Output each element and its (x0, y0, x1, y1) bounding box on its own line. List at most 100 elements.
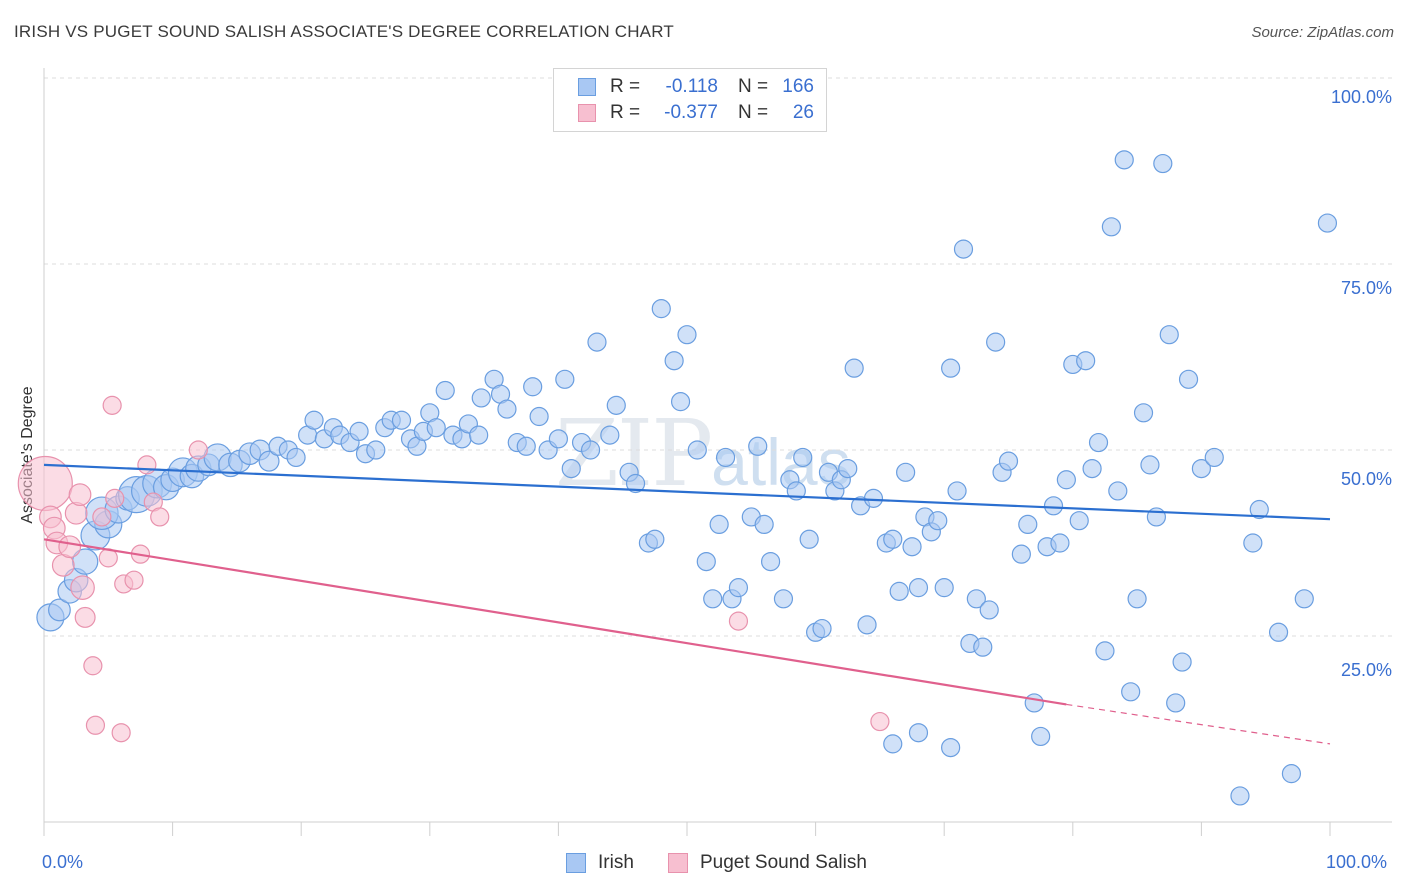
irish-point-144 (1159, 325, 1179, 345)
irish-point-44 (426, 418, 446, 438)
irish-point-106 (908, 578, 929, 598)
irish-r-label: R = (610, 76, 641, 97)
irish-point-152 (1249, 499, 1269, 520)
irish-point-55 (516, 436, 536, 456)
irish-point-66 (606, 395, 626, 415)
irish-point-92 (812, 618, 832, 639)
irish-point-27 (286, 447, 306, 468)
irish-point-74 (677, 325, 697, 345)
irish-point-117 (979, 600, 999, 620)
irish-point-104 (896, 462, 916, 482)
irish-point-140 (1133, 403, 1154, 423)
irish-point-153 (1268, 622, 1289, 642)
irish-point-89 (793, 447, 813, 468)
irish-trend-line (43, 463, 1331, 521)
salish-swatch (578, 104, 596, 122)
salish-point-15 (111, 723, 131, 743)
irish-point-29 (304, 410, 324, 430)
irish-point-136 (1108, 481, 1128, 501)
legend-item-irish[interactable]: Irish (566, 852, 634, 874)
irish-point-53 (497, 399, 517, 419)
irish-point-146 (1172, 652, 1192, 672)
salish-point-9 (74, 606, 96, 628)
irish-point-50 (471, 388, 491, 408)
irish-point-133 (1088, 432, 1109, 453)
irish-point-96 (838, 459, 858, 479)
irish-point-111 (941, 358, 961, 378)
y-tick-label-50: 50.0% (1340, 469, 1392, 489)
irish-legend-label: Irish (598, 852, 634, 873)
salish-legend-swatch (668, 853, 688, 873)
irish-point-141 (1140, 455, 1160, 475)
irish-point-102 (883, 529, 903, 549)
irish-point-56 (523, 377, 543, 397)
y-tick-label-100: 100.0% (1330, 87, 1392, 107)
irish-point-78 (709, 514, 729, 535)
irish-point-135 (1101, 217, 1121, 237)
irish-point-103 (889, 581, 909, 601)
y-tick-label-25: 25.0% (1340, 660, 1392, 680)
irish-point-130 (1069, 511, 1089, 531)
irish-point-123 (1024, 693, 1044, 713)
irish-point-150 (1230, 786, 1250, 806)
salish-trend-line (43, 538, 1067, 706)
irish-point-121 (1011, 544, 1031, 564)
irish-point-76 (696, 551, 716, 572)
irish-point-156 (1317, 213, 1338, 233)
irish-point-24 (258, 450, 280, 472)
irish-point-71 (651, 299, 671, 319)
irish-point-72 (664, 351, 684, 371)
irish-point-124 (1031, 726, 1051, 747)
chart-title: IRISH VS PUGET SOUND SALISH ASSOCIATE'S … (14, 22, 674, 41)
x-tick-label-max: 100.0% (1326, 852, 1388, 872)
irish-point-61 (561, 459, 581, 479)
irish-point-128 (1056, 470, 1076, 490)
irish-point-79 (715, 447, 736, 468)
salish-point-10 (83, 656, 103, 676)
salish-point-12 (92, 507, 112, 527)
salish-n-value: 26 (792, 102, 814, 123)
irish-point-139 (1127, 589, 1147, 609)
salish-point-17 (124, 570, 144, 590)
irish-point-45 (435, 380, 455, 401)
irish-point-34 (349, 421, 369, 441)
irish-point-159 (941, 737, 961, 758)
irish-point-81 (728, 578, 749, 598)
irish-point-134 (1095, 641, 1115, 661)
irish-point-147 (1178, 369, 1199, 389)
stats-legend: R = -0.118 N = 166 R = -0.377 N = 26 (553, 68, 827, 132)
irish-point-86 (773, 589, 794, 609)
irish-point-109 (928, 511, 948, 531)
legend-row-irish: R = -0.118 N = 166 (578, 75, 814, 99)
irish-r-value: -0.118 (665, 76, 718, 97)
irish-point-118 (986, 332, 1006, 352)
irish-swatch (578, 78, 596, 96)
irish-point-75 (687, 440, 707, 460)
irish-point-143 (1153, 153, 1173, 174)
legend-item-salish[interactable]: Puget Sound Salish (668, 852, 867, 874)
irish-point-151 (1243, 533, 1263, 553)
irish-point-137 (1114, 150, 1134, 170)
irish-point-59 (548, 429, 569, 449)
irish-n-value: 166 (782, 76, 814, 97)
irish-point-155 (1294, 589, 1314, 609)
irish-point-97 (844, 358, 864, 378)
irish-point-49 (469, 425, 489, 445)
source-note: Source: ZipAtlas.com (1251, 24, 1394, 41)
salish-point-23 (102, 395, 122, 415)
series-legend: Irish Puget Sound Salish (0, 852, 1406, 876)
irish-point-77 (703, 589, 723, 609)
salish-point-14 (105, 488, 125, 508)
salish-r-value: -0.377 (664, 102, 718, 123)
irish-point-149 (1204, 447, 1224, 468)
irish-point-64 (587, 332, 607, 352)
irish-point-65 (600, 425, 620, 445)
irish-point-84 (754, 514, 774, 535)
irish-point-73 (670, 392, 691, 412)
irish-point-158 (908, 723, 929, 743)
salish-point-5 (58, 535, 82, 559)
salish-point-8 (70, 575, 95, 600)
salish-n-label: N = (738, 102, 769, 123)
irish-point-148 (1191, 459, 1212, 479)
